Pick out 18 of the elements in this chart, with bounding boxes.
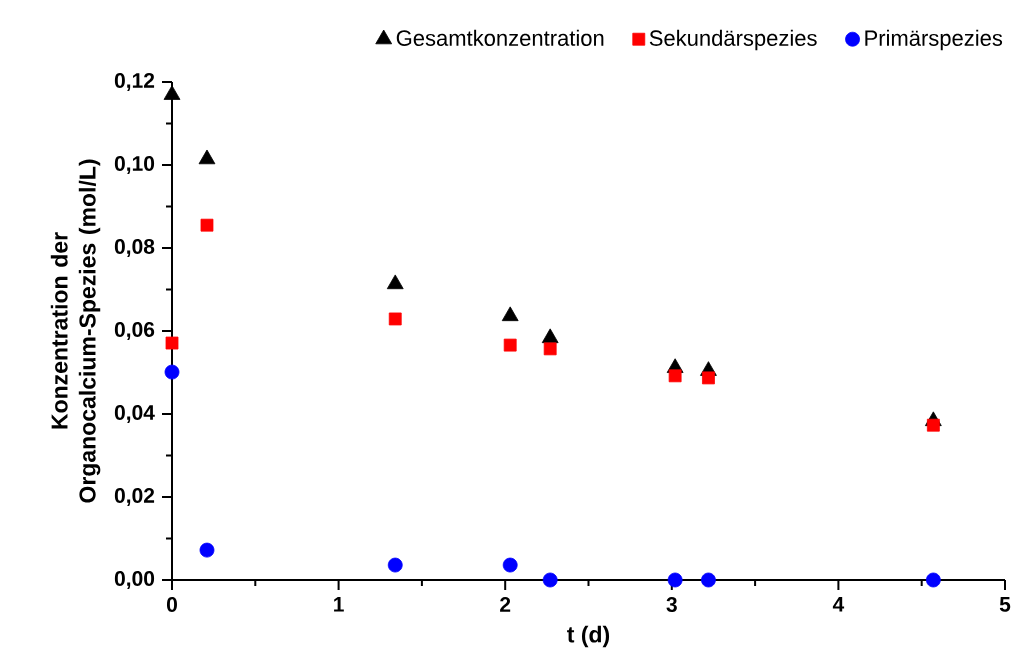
- y-tick-label: 0,08: [114, 239, 155, 257]
- y-tick-label: 0,10: [114, 156, 155, 174]
- y-tick-label: 0,02: [114, 488, 155, 506]
- x-tick-label: 3: [666, 597, 677, 612]
- x-tick-label: 1: [334, 597, 344, 612]
- legend-label: Sekundärspezies: [649, 29, 817, 51]
- y-tick-label: 0,12: [114, 73, 155, 91]
- legend-label: Gesamtkonzentration: [396, 29, 604, 46]
- y-tick-label: 0,06: [114, 322, 155, 340]
- x-tick-label: 5: [999, 597, 1011, 612]
- x-tick-label: 2: [500, 597, 511, 612]
- y-tick-label: 0,04: [114, 405, 155, 423]
- y-axis-title: Konzentration der Organocalcium-Spezies (mol/L): [50, 159, 101, 503]
- x-tick-label: 4: [832, 597, 845, 612]
- y-tick-label: 0,00: [114, 571, 155, 589]
- legend-label: Primärspezies: [865, 29, 1003, 51]
- x-axis-title: t (d): [567, 625, 610, 648]
- x-tick-label: 0: [166, 597, 177, 612]
